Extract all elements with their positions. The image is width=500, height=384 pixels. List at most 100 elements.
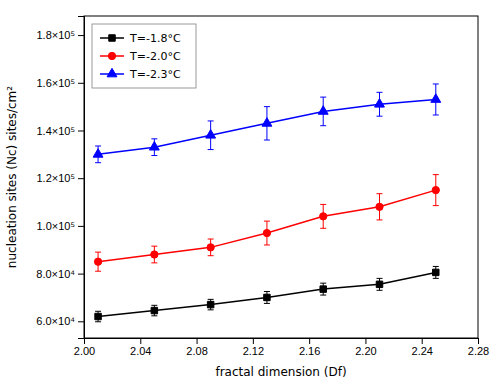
point (375, 99, 385, 108)
error-bar-cap (208, 120, 214, 121)
point (376, 203, 383, 210)
legend-box (92, 24, 196, 88)
error-bar-cap (208, 239, 214, 240)
error-bar-cap (264, 221, 270, 222)
y-axis-tick-label: 1.6×10⁵ (36, 77, 75, 89)
error-bar-cap (95, 321, 101, 322)
plot-frame (84, 16, 478, 338)
y-axis-tick-label: 1.0×10⁵ (36, 220, 75, 232)
y-axis-tick: 8.0×10⁴ (36, 268, 84, 280)
x-axis-tick-label: 2.16 (299, 345, 320, 357)
error-bar-cap (151, 262, 157, 263)
y-axis-tick-label: 1.4×10⁵ (36, 125, 75, 137)
point (95, 313, 101, 319)
x-axis-tick: 2.20 (355, 338, 376, 357)
point (264, 294, 270, 300)
error-bar-cap (433, 266, 439, 267)
point (149, 141, 159, 150)
error-bar (433, 266, 439, 278)
y-axis-tick: 1.4×10⁵ (36, 125, 84, 137)
y-axis-tick-label: 1.8×10⁵ (36, 29, 75, 41)
x-axis-tick: 2.04 (130, 338, 151, 357)
error-bar-cap (433, 205, 439, 206)
y-axis-tick-mark (78, 35, 84, 36)
y-axis-tick: 6.0×10⁴ (36, 315, 84, 327)
x-axis-tick-mark (309, 338, 310, 344)
error-bar (264, 291, 270, 303)
error-bar-cap (151, 138, 157, 139)
error-bar-cap (320, 125, 326, 126)
error-bar-cap (264, 303, 270, 304)
series (94, 175, 439, 272)
x-axis-title: fractal dimension (Df) (215, 365, 346, 379)
error-bar-cap (264, 140, 270, 141)
error-bar-cap (320, 295, 326, 296)
y-axis-tick-label: 6.0×10⁴ (36, 315, 75, 327)
x-axis-tick-label: 2.12 (243, 345, 264, 357)
y-axis-title: nucleation sites (Nc) sites/cm² (5, 86, 19, 268)
x-axis-tick-label: 2.08 (186, 345, 207, 357)
error-bar-cap (95, 311, 101, 312)
legend-label: T=-2.0°C (129, 50, 181, 63)
legend-item: T=-1.8°C (100, 32, 181, 45)
x-axis-tick-mark (365, 338, 366, 344)
error-bar-cap (208, 299, 214, 300)
error-bar-cap (95, 145, 101, 146)
error-bar-cap (320, 204, 326, 205)
x-axis-tick-mark (478, 338, 479, 344)
error-bar-cap (433, 114, 439, 115)
error-bar (320, 283, 326, 295)
error-bar (95, 311, 101, 321)
point (151, 307, 157, 313)
legend-label: T=-2.3°C (129, 68, 181, 81)
error-bar-cap (208, 309, 214, 310)
error-bar-cap (377, 290, 383, 291)
series (95, 266, 439, 321)
series-line (98, 99, 436, 154)
error-bar (377, 194, 383, 220)
error-bar-cap (208, 149, 214, 150)
series-line (98, 272, 436, 316)
y-axis-tick-mark (78, 178, 84, 179)
y-axis: 6.0×10⁴ 8.0×10⁴ 1.0×10⁵ 1.2×10⁵ 1.4×10⁵ 1.6×1… (36, 17, 84, 339)
error-bar (377, 278, 383, 290)
x-axis-tick-label: 2.20 (355, 345, 376, 357)
chart: 2.002.042.082.122.162.202.242.286.0×10⁴8… (0, 0, 500, 384)
point (207, 244, 214, 251)
x-axis-tick: 2.08 (186, 338, 207, 357)
y-axis-tick: 1.8×10⁵ (36, 29, 84, 41)
x-axis-line (85, 339, 479, 345)
y-axis-tick-mark (78, 130, 84, 131)
error-bar (208, 299, 214, 309)
point (151, 251, 158, 258)
x-axis-tick: 2.28 (468, 338, 489, 357)
error-bar (264, 221, 270, 245)
error-bar-cap (95, 271, 101, 272)
x-axis-tick: 2.16 (299, 338, 320, 357)
series-line (98, 190, 436, 262)
x-axis-tick-mark (253, 338, 254, 344)
error-bar-cap (377, 193, 383, 194)
point (262, 118, 272, 127)
point (431, 94, 441, 103)
error-bar-cap (95, 162, 101, 163)
legend-item: T=-2.0°C (100, 50, 181, 63)
error-bar (320, 204, 326, 228)
error-bar (95, 252, 101, 271)
point (263, 229, 270, 236)
x-axis-tick-label: 2.00 (74, 345, 95, 357)
y-axis-tick-label: 1.2×10⁵ (36, 172, 75, 184)
legend-marker (109, 35, 115, 41)
x-axis: 2.002.042.082.122.162.202.242.28 (74, 338, 489, 357)
point (93, 149, 103, 158)
error-bar-cap (95, 252, 101, 253)
x-axis-tick-mark (422, 338, 423, 344)
error-bar-cap (377, 219, 383, 220)
error-bar-cap (151, 305, 157, 306)
error-bar-cap (377, 116, 383, 117)
error-bar (433, 175, 439, 206)
x-axis-tick-label: 2.04 (130, 345, 151, 357)
error-bar (151, 305, 157, 315)
error-bar-cap (151, 246, 157, 247)
error-bar (208, 239, 214, 256)
